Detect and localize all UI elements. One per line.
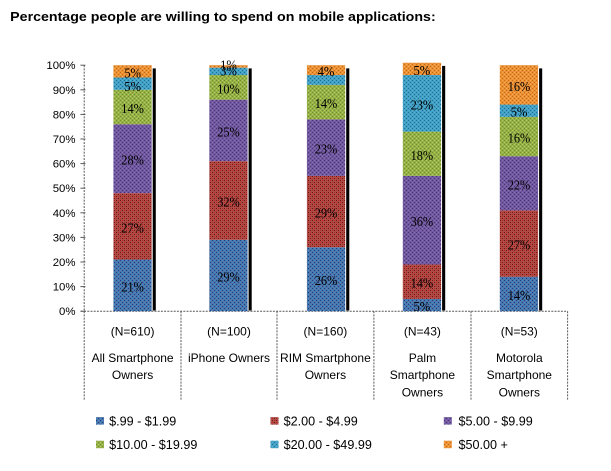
svg-text:Smartphone: Smartphone xyxy=(487,368,553,382)
svg-text:$5.00 - $9.99: $5.00 - $9.99 xyxy=(459,414,533,428)
svg-text:(N=610): (N=610) xyxy=(111,324,155,338)
svg-text:Percentage people are willing: Percentage people are willing to spend o… xyxy=(10,9,436,24)
svg-text:Motorola: Motorola xyxy=(496,351,543,365)
svg-text:(N=100): (N=100) xyxy=(207,324,251,338)
svg-text:(N=53): (N=53) xyxy=(501,324,538,338)
svg-text:100%: 100% xyxy=(46,60,75,72)
svg-text:16%: 16% xyxy=(508,79,531,94)
svg-text:$10.00 - $19.99: $10.00 - $19.99 xyxy=(109,438,197,452)
svg-text:70%: 70% xyxy=(53,134,76,146)
svg-text:14%: 14% xyxy=(121,101,144,116)
svg-text:50%: 50% xyxy=(53,183,76,195)
svg-text:22%: 22% xyxy=(508,177,531,192)
svg-text:(N=43): (N=43) xyxy=(404,324,441,338)
svg-text:16%: 16% xyxy=(508,131,531,146)
svg-text:30%: 30% xyxy=(53,232,76,244)
svg-text:27%: 27% xyxy=(121,220,144,235)
svg-text:32%: 32% xyxy=(217,195,240,210)
svg-text:Owners: Owners xyxy=(402,385,443,399)
svg-text:Palm: Palm xyxy=(409,351,436,365)
svg-text:4%: 4% xyxy=(318,64,335,79)
svg-text:All Smartphone: All Smartphone xyxy=(92,351,174,365)
svg-text:25%: 25% xyxy=(217,124,240,139)
svg-text:(N=160): (N=160) xyxy=(304,324,348,338)
svg-text:14%: 14% xyxy=(315,96,338,111)
svg-text:23%: 23% xyxy=(411,97,434,112)
svg-text:20%: 20% xyxy=(53,257,76,269)
svg-text:28%: 28% xyxy=(121,153,144,168)
svg-text:5%: 5% xyxy=(414,299,431,314)
svg-text:$2.00 - $4.99: $2.00 - $4.99 xyxy=(284,414,358,428)
svg-text:14%: 14% xyxy=(508,288,531,303)
svg-text:23%: 23% xyxy=(315,142,338,157)
svg-text:1%: 1% xyxy=(220,57,237,72)
svg-text:0%: 0% xyxy=(59,306,75,318)
svg-text:27%: 27% xyxy=(508,238,531,253)
svg-text:29%: 29% xyxy=(217,270,240,285)
svg-text:26%: 26% xyxy=(315,273,338,288)
svg-text:10%: 10% xyxy=(217,81,240,96)
svg-text:21%: 21% xyxy=(121,279,144,294)
svg-text:29%: 29% xyxy=(315,206,338,221)
svg-text:3%: 3% xyxy=(220,63,237,78)
svg-text:18%: 18% xyxy=(411,148,434,163)
svg-text:36%: 36% xyxy=(411,214,434,229)
svg-text:5%: 5% xyxy=(511,105,528,120)
svg-text:14%: 14% xyxy=(411,276,434,291)
svg-text:$50.00 +: $50.00 + xyxy=(459,438,508,452)
svg-text:iPhone Owners: iPhone Owners xyxy=(188,351,270,365)
svg-text:40%: 40% xyxy=(53,208,76,220)
svg-text:Owners: Owners xyxy=(305,368,346,382)
svg-text:RIM Smartphone: RIM Smartphone xyxy=(280,351,371,365)
svg-text:10%: 10% xyxy=(53,282,76,294)
svg-text:5%: 5% xyxy=(124,65,141,80)
svg-text:5%: 5% xyxy=(124,79,141,94)
svg-text:Owners: Owners xyxy=(499,385,540,399)
svg-text:5%: 5% xyxy=(414,63,431,78)
svg-text:80%: 80% xyxy=(53,109,76,121)
svg-text:Smartphone: Smartphone xyxy=(390,368,456,382)
svg-text:60%: 60% xyxy=(53,159,76,171)
svg-text:$.99 - $1.99: $.99 - $1.99 xyxy=(109,414,176,428)
svg-text:$20.00 - $49.99: $20.00 - $49.99 xyxy=(284,438,372,452)
svg-text:Owners: Owners xyxy=(112,368,153,382)
svg-text:90%: 90% xyxy=(53,85,76,97)
